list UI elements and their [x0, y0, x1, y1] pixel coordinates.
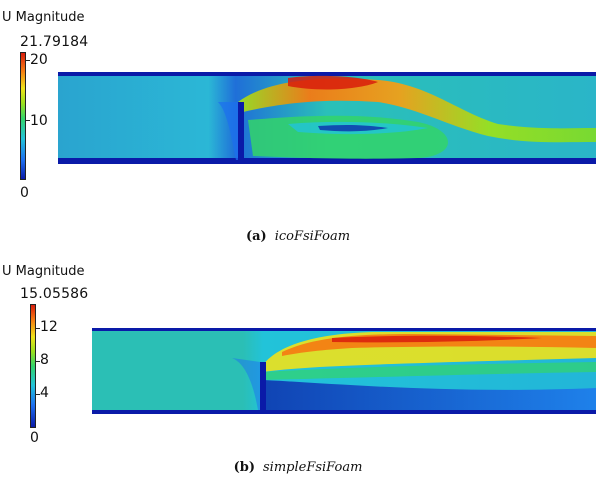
tick-label: 0 [20, 185, 29, 201]
caption: (b) simpleFsiFoam [0, 460, 596, 475]
tick-mark [26, 60, 30, 61]
tick-mark [26, 120, 30, 121]
colorbar-title: U Magnitude [2, 264, 85, 279]
caption-label: (b) [233, 460, 255, 475]
caption-label: (a) [245, 229, 267, 244]
colorbar-max-label: 15.05586 [20, 286, 89, 302]
caption-name: icoFsiFoam [274, 229, 351, 244]
tick-label: 10 [30, 113, 48, 129]
tick-label: 8 [40, 352, 49, 368]
tick-mark [36, 328, 40, 329]
tick-label: 0 [30, 430, 39, 446]
caption: (a) icoFsiFoam [0, 229, 596, 244]
colorbar [20, 52, 26, 180]
velocity-field-image [92, 328, 596, 414]
velocity-field-image [58, 72, 596, 164]
colorbar-max-label: 21.79184 [20, 34, 89, 50]
colorbar [30, 304, 36, 428]
tick-label: 12 [40, 319, 58, 335]
tick-label: 20 [30, 52, 48, 68]
tick-label: 4 [40, 385, 49, 401]
tick-mark [36, 394, 40, 395]
tick-mark [36, 361, 40, 362]
caption-name: simpleFsiFoam [263, 460, 363, 475]
colorbar-title: U Magnitude [2, 10, 85, 25]
